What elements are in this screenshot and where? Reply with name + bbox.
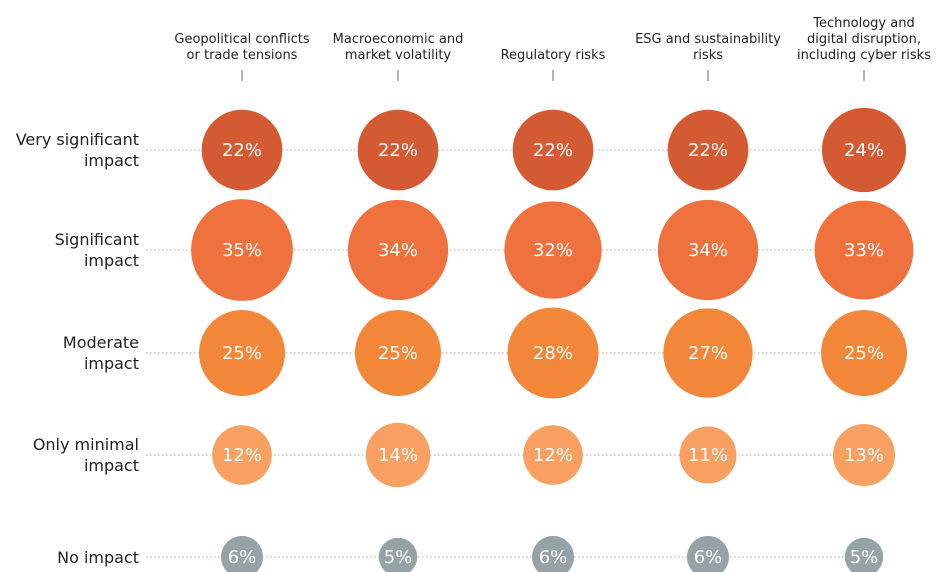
bubble [523, 425, 583, 485]
bubble [212, 425, 272, 485]
bubble [832, 423, 896, 487]
bubble [814, 200, 914, 300]
value-label: 6% [694, 547, 723, 568]
bubble [667, 109, 749, 191]
bubble [201, 109, 283, 191]
bubble [507, 307, 599, 399]
value-label: 12% [533, 445, 573, 466]
value-label: 34% [378, 240, 418, 261]
value-label: 12% [222, 445, 262, 466]
value-label: 33% [844, 240, 884, 261]
value-label: 5% [384, 547, 413, 568]
value-label: 27% [688, 343, 728, 364]
bubble [512, 109, 594, 191]
column-label: Regulatory risks [500, 48, 606, 63]
bubble [663, 308, 753, 398]
value-label: 24% [844, 140, 884, 161]
value-label: 6% [539, 547, 568, 568]
bubble [679, 426, 737, 484]
column-label: Technology and digital disruption, inclu… [797, 16, 931, 63]
column-label: Geopolitical conflicts or trade tensions [174, 32, 310, 63]
value-label: 11% [688, 445, 728, 466]
bubble [357, 109, 439, 191]
value-label: 6% [228, 547, 257, 568]
bubble [504, 201, 602, 299]
value-label: 22% [688, 140, 728, 161]
value-label: 32% [533, 240, 573, 261]
value-label: 22% [222, 140, 262, 161]
row-label: Very significant impact [15, 130, 139, 170]
row-label: Only minimal impact [32, 435, 139, 475]
value-label: 34% [688, 240, 728, 261]
bubble [365, 422, 431, 488]
bubble [199, 310, 285, 396]
bubble [821, 310, 907, 396]
row-label: Moderate impact [62, 333, 139, 373]
bubble [686, 535, 730, 572]
value-label: 13% [844, 445, 884, 466]
bubble [378, 537, 418, 572]
value-label: 25% [378, 343, 418, 364]
bubble [844, 537, 884, 572]
bubble [191, 199, 293, 301]
value-label: 22% [533, 140, 573, 161]
bubble [347, 199, 449, 301]
value-label: 14% [378, 445, 418, 466]
bubble [821, 107, 907, 193]
value-label: 35% [222, 240, 262, 261]
column-label: Macroeconomic and market volatility [332, 32, 464, 63]
value-label: 5% [850, 547, 879, 568]
value-label: 25% [222, 343, 262, 364]
column-label: ESG and sustainability risks [635, 32, 781, 63]
bubble [531, 535, 575, 572]
bubble [657, 199, 759, 301]
value-label: 22% [378, 140, 418, 161]
row-label: No impact [57, 547, 139, 567]
bubble [220, 535, 264, 572]
value-label: 25% [844, 343, 884, 364]
value-label: 28% [533, 343, 573, 364]
bubble [355, 310, 441, 396]
row-label: Significant impact [54, 230, 139, 270]
